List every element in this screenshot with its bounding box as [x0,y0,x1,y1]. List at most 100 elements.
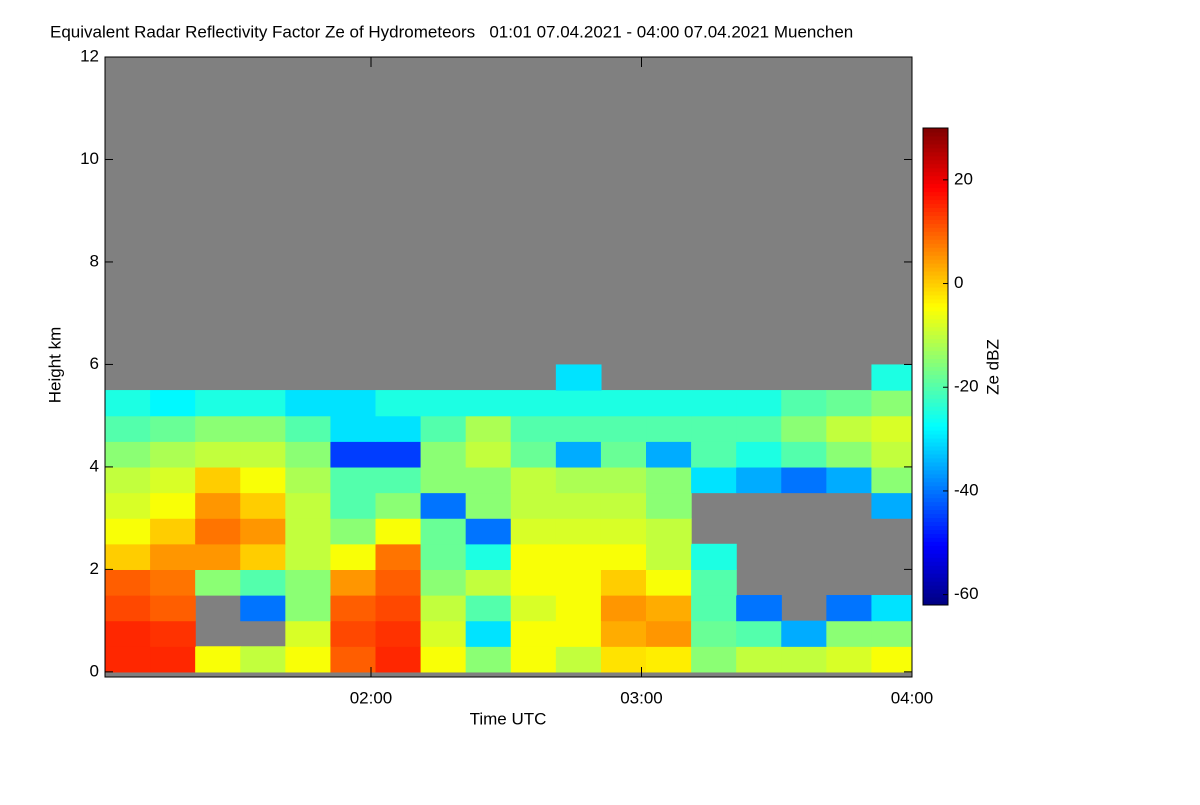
heatmap-cell [691,390,737,417]
heatmap-cell [646,390,692,417]
colorbar-segment [923,390,948,395]
heatmap-cell [375,620,422,647]
heatmap-cell [330,518,377,545]
colorbar-segment [923,557,948,562]
heatmap-cell [375,518,422,545]
x-tick-label: 04:00 [891,688,934,707]
colorbar-segment [923,386,948,391]
heatmap-cell [150,415,196,442]
heatmap-cell [510,415,557,442]
colorbar-segment [923,235,948,240]
heatmap-cell [691,595,737,622]
colorbar-segment [923,457,948,463]
colorbar-segment [923,187,948,193]
heatmap-cell [781,466,827,494]
heatmap-cell [465,620,512,647]
heatmap-cell [375,646,422,673]
heatmap-cell [465,492,512,519]
heatmap-cell [691,620,737,647]
heatmap-cell [375,543,422,570]
heatmap-cell [420,569,467,596]
heatmap-cell [736,595,782,622]
heatmap-cell [330,543,377,570]
colorbar-segment [923,139,948,145]
colorbar-segment [923,283,948,288]
colorbar-segment [923,489,948,495]
heatmap-cell [871,646,912,673]
heatmap-cell [826,390,873,417]
heatmap-cell [826,415,873,442]
heatmap-cell [826,646,873,673]
heatmap-cell [285,569,332,596]
heatmap-cell [555,543,602,570]
x-axis-label: Time UTC [470,709,547,728]
colorbar-segment [923,231,948,236]
heatmap-cell [375,466,422,494]
colorbar-segment [923,509,948,515]
y-tick-label: 8 [90,251,99,270]
colorbar-segment [923,306,948,312]
heatmap-cell [420,492,467,519]
heatmap-cell [330,646,377,673]
heatmap-cell [240,441,286,468]
colorbar-segment [923,581,948,586]
heatmap-cell [465,646,512,673]
colorbar-segment [923,461,948,467]
colorbar-segment [923,354,948,360]
colorbar-segment [923,318,948,324]
heatmap-cell [330,466,377,494]
colorbar-segment [923,525,948,530]
colorbar-segment [923,569,948,574]
heatmap-cell [510,620,557,647]
heatmap-cell [330,415,377,442]
colorbar-segment [923,521,948,526]
colorbar-segment [923,601,948,606]
colorbar-segment [923,163,948,169]
heatmap-cell [510,466,557,494]
colorbar-segment [923,275,948,280]
colorbar-segment [923,223,948,228]
colorbar-segment [923,537,948,542]
colorbar-segment [923,302,948,308]
colorbar-segment [923,446,948,451]
heatmap-cell [465,390,512,417]
heatmap-cell [285,620,332,647]
colorbar-segment [923,179,948,185]
colorbar-segment [923,481,948,487]
colorbar-segment [923,366,948,371]
heatmap-cell [195,466,241,494]
heatmap-cell [420,441,467,468]
heatmap-cell [510,569,557,596]
colorbar-segment [923,128,948,133]
heatmap-cell [871,441,912,468]
heatmap-cell [240,415,286,442]
heatmap-cell [105,441,151,468]
colorbar-segment [923,191,948,197]
colorbar-segment [923,247,948,252]
colorbar-segment [923,199,948,205]
heatmap-cell [195,518,241,545]
colorbar-segment [923,485,948,491]
colorbar-segment [923,215,948,220]
heatmap-cell [691,415,737,442]
heatmap-cell [375,569,422,596]
colorbar-segment [923,374,948,379]
heatmap-cell [420,620,467,647]
heatmap-cell [330,595,377,622]
heatmap-cell [105,543,151,570]
heatmap-cell [330,390,377,417]
colorbar-segment [923,358,948,364]
heatmap-cell [240,569,286,596]
colorbar-segment [923,338,948,344]
colorbar-segment [923,346,948,352]
heatmap-cell [105,415,151,442]
heatmap-cell [150,390,196,417]
heatmap-cell [510,543,557,570]
heatmap-cell [375,595,422,622]
y-tick-label: 0 [90,661,99,680]
colorbar-segment [923,147,948,153]
y-tick-label: 12 [80,46,99,65]
heatmap-cell [781,620,827,647]
heatmap-cell [150,595,196,622]
